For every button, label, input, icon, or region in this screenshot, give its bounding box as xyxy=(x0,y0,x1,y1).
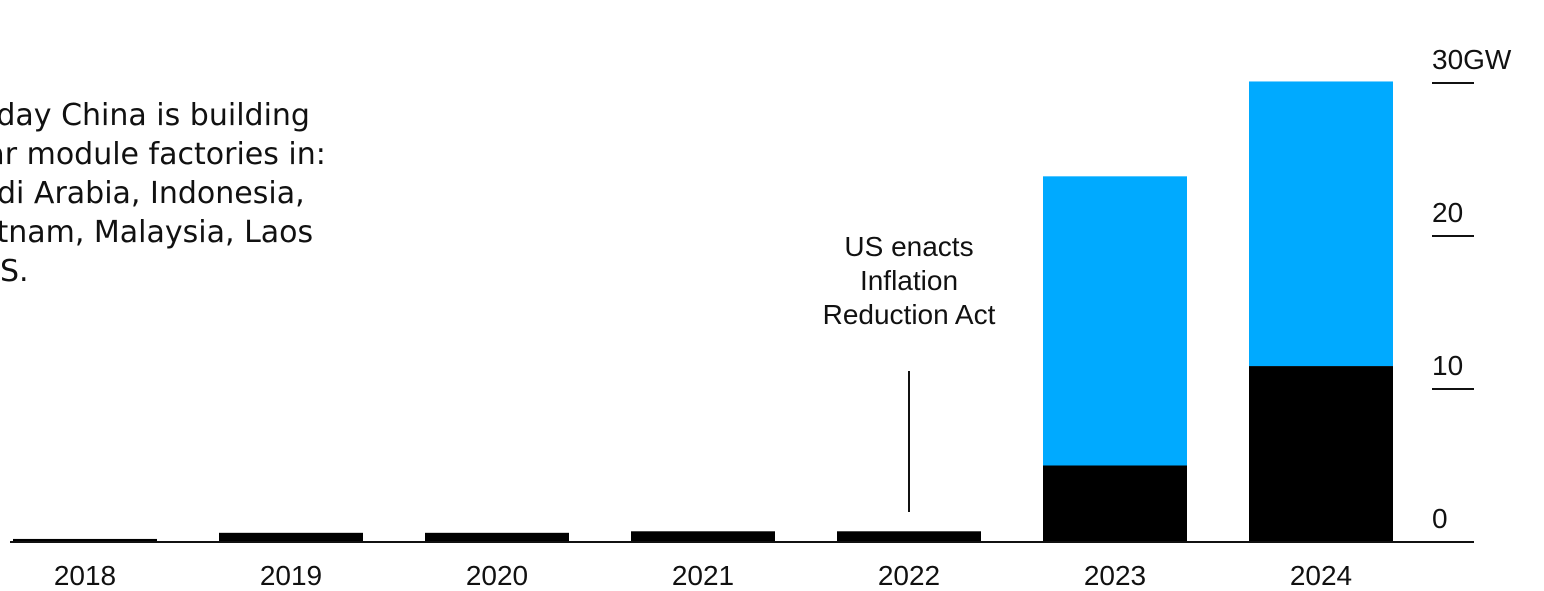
x-axis: 2018 2019 2020 2021 2022 2023 2024 xyxy=(54,560,1352,591)
bars-group xyxy=(13,81,1393,542)
bar-2022-segment-1 xyxy=(837,531,981,542)
bar-2024-segment-1 xyxy=(1249,366,1393,542)
bar-2021-segment-1 xyxy=(631,531,775,542)
y-tick-label: 20 xyxy=(1432,197,1463,228)
annotation-text: US enacts Inflation Reduction Act xyxy=(823,231,996,330)
x-tick-label: 2021 xyxy=(672,560,734,591)
x-tick-label: 2020 xyxy=(466,560,528,591)
annotation: US enacts Inflation Reduction Act xyxy=(823,231,996,512)
y-tick-label: 30GW xyxy=(1432,44,1512,75)
x-tick-label: 2019 xyxy=(260,560,322,591)
x-tick-label: 2018 xyxy=(54,560,116,591)
x-tick-label: 2022 xyxy=(878,560,940,591)
y-axis: 0 10 20 30GW xyxy=(1432,44,1512,534)
bar-2018-segment-1 xyxy=(13,538,157,542)
bar-2020-segment-1 xyxy=(425,532,569,542)
bar-2023-segment-2 xyxy=(1043,176,1187,466)
context-note: oday China is building lar module factor… xyxy=(0,98,326,289)
y-tick-label: 0 xyxy=(1432,503,1448,534)
x-tick-label: 2024 xyxy=(1290,560,1352,591)
bar-2024-segment-2 xyxy=(1249,81,1393,367)
bar-2023-segment-1 xyxy=(1043,465,1187,542)
x-tick-label: 2023 xyxy=(1084,560,1146,591)
y-tick-label: 10 xyxy=(1432,350,1463,381)
bar-2019-segment-1 xyxy=(219,532,363,542)
